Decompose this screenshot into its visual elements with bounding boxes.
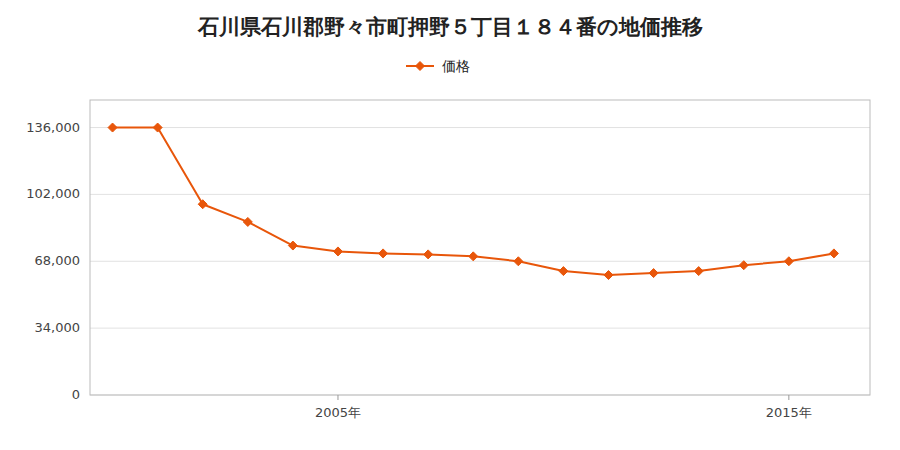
legend-marker xyxy=(416,62,425,71)
y-tick-label: 102,000 xyxy=(26,186,80,201)
y-grid xyxy=(90,128,870,395)
x-tick-label: 2015年 xyxy=(766,405,812,420)
grid-line xyxy=(90,194,870,195)
plot-area xyxy=(108,123,838,280)
point xyxy=(559,267,568,276)
point xyxy=(288,241,297,250)
y-tick-label: 136,000 xyxy=(26,120,80,135)
point xyxy=(424,250,433,259)
background xyxy=(0,0,900,450)
point xyxy=(694,267,703,276)
plot-frame xyxy=(90,100,870,395)
legend-label: 価格 xyxy=(442,58,470,74)
y-tick-label: 34,000 xyxy=(35,320,81,335)
point xyxy=(514,257,523,266)
point xyxy=(243,217,252,226)
point xyxy=(829,249,838,258)
point xyxy=(333,247,342,256)
point xyxy=(649,269,658,278)
x-tick-label: 2005年 xyxy=(315,405,361,420)
chart: 石川県石川郡野々市町押野５丁目１８４番の地価推移 0 34,000 68,000 102… xyxy=(0,0,900,450)
point xyxy=(153,123,162,132)
point xyxy=(469,252,478,261)
series-line xyxy=(113,128,834,276)
grid-line xyxy=(90,261,870,262)
x-tick xyxy=(337,395,338,400)
x-tick xyxy=(788,395,789,400)
y-tick-label: 68,000 xyxy=(35,253,81,268)
point xyxy=(198,200,207,209)
point xyxy=(379,249,388,258)
point xyxy=(739,261,748,270)
point xyxy=(108,123,117,132)
title: 石川県石川郡野々市町押野５丁目１８４番の地価推移 xyxy=(197,15,703,39)
legend: 価格 xyxy=(406,58,470,74)
point xyxy=(604,271,613,280)
grid-line xyxy=(90,127,870,128)
y-tick-label: 0 xyxy=(72,387,80,402)
point xyxy=(784,257,793,266)
grid-line xyxy=(90,328,870,329)
